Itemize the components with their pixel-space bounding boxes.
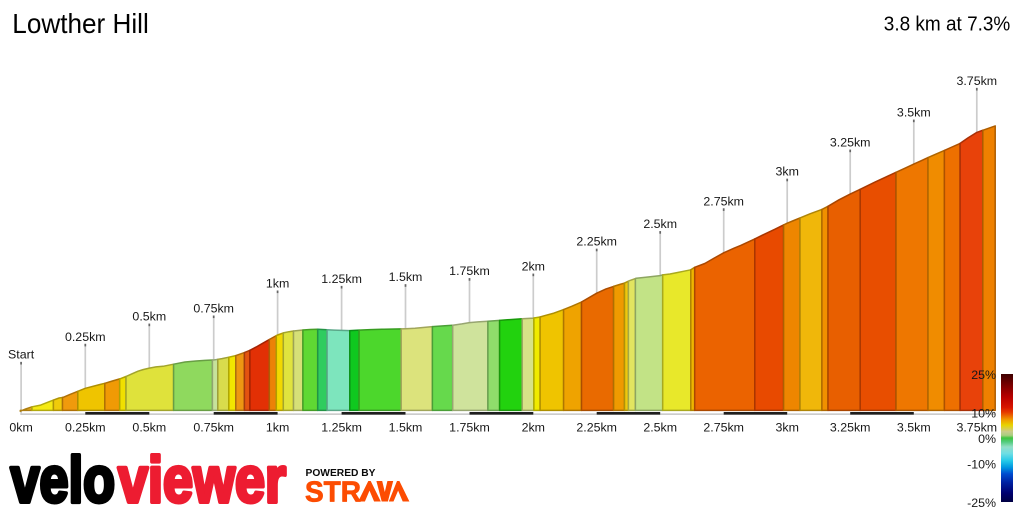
svg-text:3.5km: 3.5km: [897, 106, 931, 120]
svg-text:0.75km: 0.75km: [193, 421, 234, 435]
svg-text:1km: 1km: [266, 421, 289, 435]
svg-text:2km: 2km: [522, 421, 545, 435]
svg-text:25%: 25%: [971, 368, 996, 382]
svg-text:1.75km: 1.75km: [449, 421, 490, 435]
svg-text:3.5km: 3.5km: [897, 421, 931, 435]
svg-text:1km: 1km: [266, 277, 289, 291]
svg-text:1.5km: 1.5km: [389, 270, 423, 284]
svg-text:2km: 2km: [522, 260, 545, 274]
svg-text:3.75km: 3.75km: [956, 74, 997, 88]
svg-text:0.25km: 0.25km: [65, 330, 106, 344]
svg-text:0.5km: 0.5km: [132, 310, 166, 324]
svg-text:0km: 0km: [9, 421, 32, 435]
svg-text:1.5km: 1.5km: [389, 421, 423, 435]
svg-text:10%: 10%: [971, 406, 996, 420]
svg-text:3km: 3km: [775, 421, 798, 435]
svg-text:2.25km: 2.25km: [576, 421, 617, 435]
svg-text:1.25km: 1.25km: [321, 421, 362, 435]
svg-text:Lowther Hill: Lowther Hill: [12, 8, 149, 39]
svg-text:0.25km: 0.25km: [65, 421, 106, 435]
svg-text:3.75km: 3.75km: [956, 421, 997, 435]
svg-text:Start: Start: [8, 348, 35, 362]
svg-text:velo: velo: [11, 443, 116, 512]
svg-text:2.5km: 2.5km: [643, 217, 677, 231]
svg-text:0%: 0%: [978, 432, 996, 446]
svg-text:0.5km: 0.5km: [132, 421, 166, 435]
svg-text:-10%: -10%: [967, 458, 996, 472]
svg-text:3.25km: 3.25km: [830, 136, 871, 150]
svg-text:3.8 km at 7.3%: 3.8 km at 7.3%: [884, 12, 1011, 35]
svg-text:2.5km: 2.5km: [643, 421, 677, 435]
svg-text:viewer: viewer: [118, 443, 286, 512]
svg-text:1.75km: 1.75km: [449, 264, 490, 278]
svg-text:STR: STR: [305, 477, 361, 509]
svg-text:0.75km: 0.75km: [193, 302, 234, 316]
svg-text:-25%: -25%: [967, 496, 996, 510]
svg-text:2.25km: 2.25km: [576, 235, 617, 249]
svg-text:POWERED BY: POWERED BY: [306, 467, 376, 479]
svg-text:3km: 3km: [775, 165, 798, 179]
svg-text:2.75km: 2.75km: [703, 194, 744, 208]
svg-text:3.25km: 3.25km: [830, 421, 871, 435]
svg-text:2.75km: 2.75km: [703, 421, 744, 435]
svg-text:1.25km: 1.25km: [321, 272, 362, 286]
